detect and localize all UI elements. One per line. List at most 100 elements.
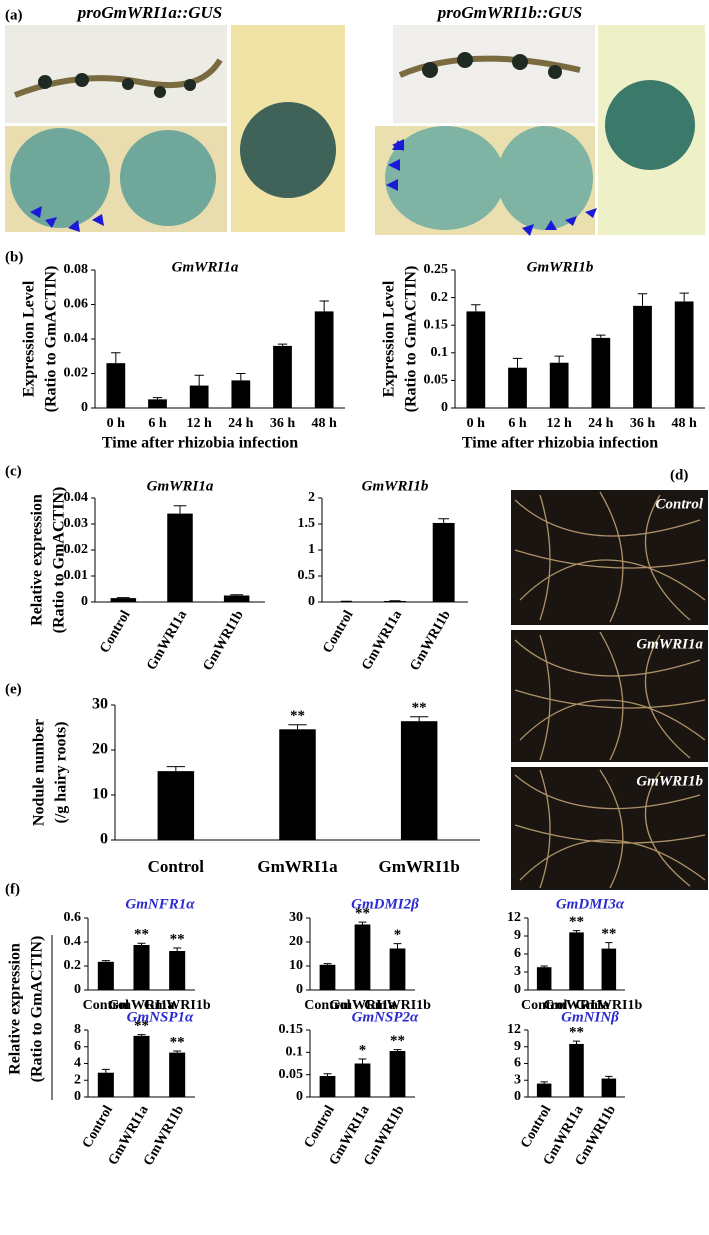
bar	[601, 1078, 617, 1097]
x-tick-label: 12 h	[547, 416, 573, 431]
x-tick-label: GmWRI1a	[144, 608, 190, 673]
panel-label: (e)	[5, 681, 22, 697]
bar	[354, 924, 371, 990]
x-tick-label: GmWRI1b	[575, 998, 642, 1013]
y-tick-label: 4	[74, 1056, 81, 1071]
y-tick-label: 20	[92, 741, 108, 758]
error-bar	[288, 724, 307, 730]
x-tick-label: 6 h	[148, 416, 167, 431]
bar	[169, 1052, 186, 1097]
error-bar	[323, 963, 332, 965]
chart-title: GmNINβ	[561, 1009, 619, 1025]
photo-label: Control	[655, 496, 703, 512]
error-bar	[111, 352, 121, 364]
error-bar	[173, 505, 187, 514]
error-bar	[137, 942, 146, 945]
panel-label: (a)	[5, 7, 23, 23]
error-bar	[173, 947, 182, 951]
bar	[273, 345, 292, 408]
y-axis-label: (Ratio to GmACTIN)	[51, 487, 68, 634]
x-tick-label: GmWRI1a	[108, 998, 174, 1013]
root-photos	[511, 490, 708, 890]
y-tick-label: 2	[308, 490, 315, 505]
y-tick-label: 0.03	[64, 516, 89, 531]
x-tick-label: Control	[83, 998, 130, 1013]
y-tick-label: 0.08	[64, 262, 89, 277]
bar	[314, 311, 334, 408]
bar	[279, 729, 316, 840]
significance: **	[134, 927, 149, 943]
significance: **	[134, 1018, 149, 1034]
y-tick-label: 10	[92, 786, 108, 803]
chart-title: GmNSP1α	[127, 1009, 194, 1025]
significance: **	[355, 906, 370, 922]
bar	[536, 1083, 552, 1097]
y-axis-label: (Ratio to GmACTIN)	[29, 936, 46, 1083]
x-tick-label: GmWRI1a	[359, 608, 405, 673]
y-tick-label: 30	[92, 696, 108, 713]
y-tick-label: 0.05	[279, 1067, 304, 1082]
error-bar	[152, 397, 163, 400]
y-axis-label: (/g hairy roots)	[53, 722, 70, 824]
y-tick-label: 0.2	[431, 290, 449, 305]
bar	[110, 598, 137, 602]
y-tick-label: 2	[74, 1072, 81, 1087]
y-tick-label: 0.02	[64, 542, 89, 557]
x-tick-label: GmWRI1b	[407, 608, 454, 674]
y-tick-label: 6	[74, 1039, 81, 1054]
photo-title: proGmWRI1b::GUS	[436, 3, 583, 22]
error-bar	[101, 960, 110, 962]
chart: 0 10 20 30 GmDMI2β Control ** GmWRI1a * GmWRI1b	[289, 896, 431, 1013]
y-tick-label: 12	[507, 910, 521, 925]
y-tick-label: 0.2	[64, 958, 82, 973]
y-tick-label: 12	[507, 1022, 521, 1037]
y-tick-label: 0	[441, 400, 448, 415]
error-bar	[605, 942, 613, 949]
y-tick-label: 3	[514, 1072, 521, 1087]
y-tick-label: 1.5	[298, 516, 316, 531]
bar	[319, 1076, 336, 1097]
bar	[97, 1072, 114, 1097]
bar	[674, 301, 694, 408]
y-tick-label: 8	[74, 1022, 81, 1037]
y-tick-label: 0.1	[431, 345, 449, 360]
y-tick-label: 9	[514, 928, 521, 943]
error-bar	[438, 518, 450, 523]
bar	[466, 311, 486, 408]
bar	[354, 1063, 371, 1097]
bar	[148, 399, 167, 408]
x-tick-label: GmWRI1b	[144, 998, 211, 1013]
error-bar	[679, 292, 689, 302]
y-tick-label: 0	[74, 1089, 81, 1104]
chart-title: GmDMI2β	[351, 896, 419, 912]
bar	[319, 964, 336, 990]
significance: *	[359, 1042, 367, 1058]
x-tick-label: GmWRI1a	[257, 857, 338, 876]
y-tick-label: 0	[514, 1089, 521, 1104]
bar	[601, 948, 617, 990]
photo-label: GmWRI1b	[636, 773, 703, 789]
y-tick-label: 0.15	[424, 317, 449, 332]
significance: **	[569, 914, 584, 930]
y-tick-label: 0	[514, 982, 521, 997]
x-tick-label: 36 h	[630, 416, 656, 431]
y-tick-label: 1	[308, 542, 315, 557]
bar	[106, 363, 126, 408]
y-tick-label: 0	[296, 1089, 303, 1104]
chart: 0 0.2 0.4 0.6 GmNFR1α Relative expression (Rat…	[7, 896, 211, 1082]
y-tick-label: 6	[514, 1056, 521, 1071]
x-tick-label: GmWRI1b	[379, 857, 460, 876]
y-tick-label: 0	[81, 594, 88, 609]
y-axis-label: Relative expression	[7, 943, 24, 1075]
y-tick-label: 3	[514, 964, 521, 979]
y-tick-label: 0.15	[279, 1022, 304, 1037]
error-bar	[101, 1068, 110, 1073]
significance: **	[569, 1025, 584, 1041]
y-tick-label: 0.6	[64, 910, 82, 925]
x-tick-label: 0 h	[467, 416, 486, 431]
error-bar	[572, 930, 581, 933]
y-tick-label: 20	[289, 934, 303, 949]
